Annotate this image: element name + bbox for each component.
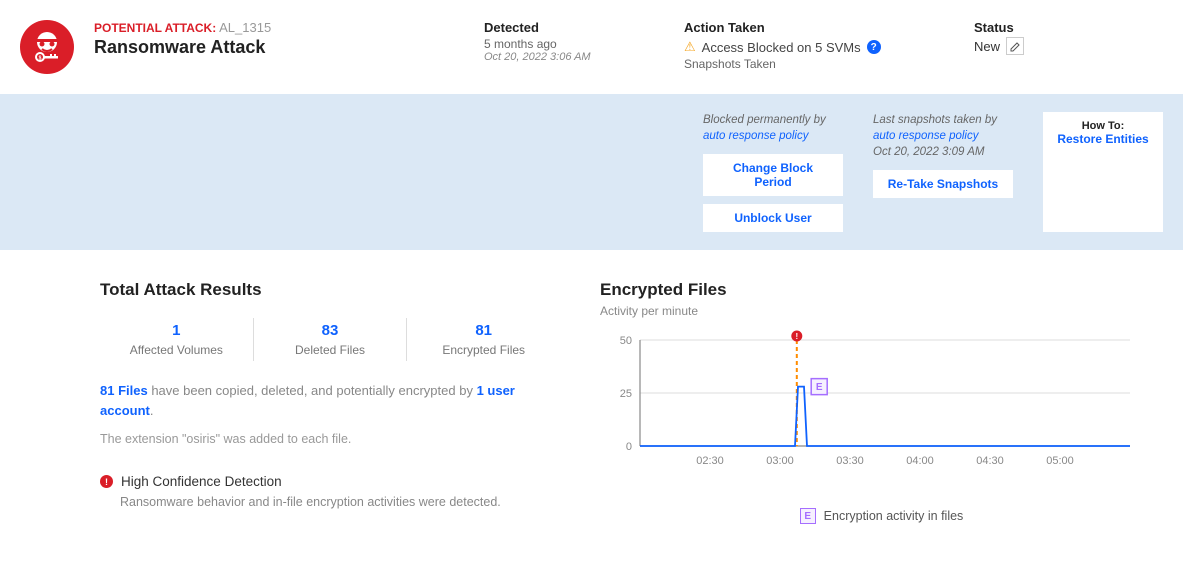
confidence-line: ! High Confidence Detection	[100, 474, 560, 489]
legend-text: Encryption activity in files	[824, 509, 964, 523]
results-panel: Total Attack Results 1 Affected Volumes …	[100, 280, 560, 524]
action-label: Action Taken	[684, 20, 954, 35]
detected-label: Detected	[484, 20, 664, 35]
last-snap-ts: Oct 20, 2022 3:09 AM	[873, 146, 984, 158]
summary-text: 81 Files have been copied, deleted, and …	[100, 381, 560, 420]
stat-deleted-files[interactable]: 83 Deleted Files	[253, 318, 407, 361]
snapshot-col: Last snapshots taken by auto response po…	[873, 112, 1013, 232]
stat-value: 1	[100, 322, 253, 339]
action-block: Action Taken ⚠ Access Blocked on 5 SVMs …	[684, 20, 954, 74]
blocked-text: Blocked permanently by	[703, 114, 826, 126]
summary-files: 81 Files	[100, 383, 148, 398]
alert-id: AL_1315	[219, 20, 271, 35]
svg-text:02:30: 02:30	[696, 455, 724, 467]
content: Total Attack Results 1 Affected Volumes …	[0, 250, 1183, 554]
svg-text:$: $	[39, 56, 42, 62]
svg-text:50: 50	[620, 335, 632, 347]
warning-icon: ⚠	[684, 39, 696, 55]
change-block-button[interactable]: Change Block Period	[703, 154, 843, 196]
info-icon[interactable]: ?	[867, 40, 881, 54]
snapshots-text: Snapshots Taken	[684, 57, 954, 71]
status-block: Status New	[974, 20, 1163, 74]
svg-text:05:00: 05:00	[1046, 455, 1074, 467]
extension-text: The extension "osiris" was added to each…	[100, 432, 560, 446]
svg-text:0: 0	[626, 441, 632, 453]
stat-value: 81	[407, 322, 560, 339]
retake-snapshots-button[interactable]: Re-Take Snapshots	[873, 170, 1013, 198]
unblock-user-button[interactable]: Unblock User	[703, 204, 843, 232]
summary-end: .	[150, 403, 154, 418]
howto-label: How To:	[1057, 120, 1149, 132]
block-col: Blocked permanently by auto response pol…	[703, 112, 843, 232]
howto-box[interactable]: How To: Restore Entities	[1043, 112, 1163, 232]
e-badge-icon: E	[800, 508, 816, 524]
stats-row: 1 Affected Volumes 83 Deleted Files 81 E…	[100, 318, 560, 361]
confidence-title: High Confidence Detection	[121, 474, 282, 489]
stat-encrypted-files[interactable]: 81 Encrypted Files	[406, 318, 560, 361]
svg-text:03:00: 03:00	[766, 455, 794, 467]
chart-title: Encrypted Files	[600, 280, 1163, 300]
encrypted-files-chart: 50 25 0 02:30 03:00 03:30 04:00 04:30 05:00! E	[600, 330, 1140, 470]
edit-status-button[interactable]	[1006, 37, 1024, 55]
svg-text:E: E	[816, 382, 823, 393]
detected-block: Detected 5 months ago Oct 20, 2022 3:06 …	[484, 20, 664, 74]
summary-mid: have been copied, deleted, and potential…	[148, 383, 477, 398]
chart-subtitle: Activity per minute	[600, 304, 1163, 318]
stat-affected-volumes[interactable]: 1 Affected Volumes	[100, 318, 253, 361]
svg-text:25: 25	[620, 388, 632, 400]
action-band: Blocked permanently by auto response pol…	[0, 94, 1183, 250]
svg-text:!: !	[795, 332, 798, 341]
policy-link-2[interactable]: auto response policy	[873, 130, 978, 142]
chart-legend: E Encryption activity in files	[600, 508, 1163, 524]
svg-text:03:30: 03:30	[836, 455, 864, 467]
header: $ POTENTIAL ATTACK: AL_1315 Ransomware A…	[0, 0, 1183, 94]
detected-timestamp: Oct 20, 2022 3:06 AM	[484, 51, 664, 63]
chart-area: 50 25 0 02:30 03:00 03:30 04:00 04:30 05:00! E	[600, 330, 1140, 500]
last-snap-text: Last snapshots taken by	[873, 114, 997, 126]
action-text: Access Blocked on 5 SVMs	[702, 40, 861, 55]
detected-relative: 5 months ago	[484, 37, 664, 51]
status-value: New	[974, 39, 1000, 54]
stat-value: 83	[254, 322, 407, 339]
policy-link[interactable]: auto response policy	[703, 130, 808, 142]
stat-label: Deleted Files	[254, 343, 407, 357]
attack-title: Ransomware Attack	[94, 37, 464, 58]
svg-text:04:30: 04:30	[976, 455, 1004, 467]
confidence-sub: Ransomware behavior and in-file encrypti…	[120, 495, 560, 509]
alert-icon: !	[100, 475, 113, 488]
stat-label: Affected Volumes	[100, 343, 253, 357]
howto-link: Restore Entities	[1057, 132, 1149, 146]
ransomware-icon: $	[20, 20, 74, 74]
svg-text:04:00: 04:00	[906, 455, 934, 467]
stat-label: Encrypted Files	[407, 343, 560, 357]
potential-label: POTENTIAL ATTACK:	[94, 21, 216, 35]
results-title: Total Attack Results	[100, 280, 560, 300]
status-label: Status	[974, 20, 1163, 35]
title-block: POTENTIAL ATTACK: AL_1315 Ransomware Att…	[94, 20, 464, 74]
chart-panel: Encrypted Files Activity per minute 50 25…	[600, 280, 1163, 524]
